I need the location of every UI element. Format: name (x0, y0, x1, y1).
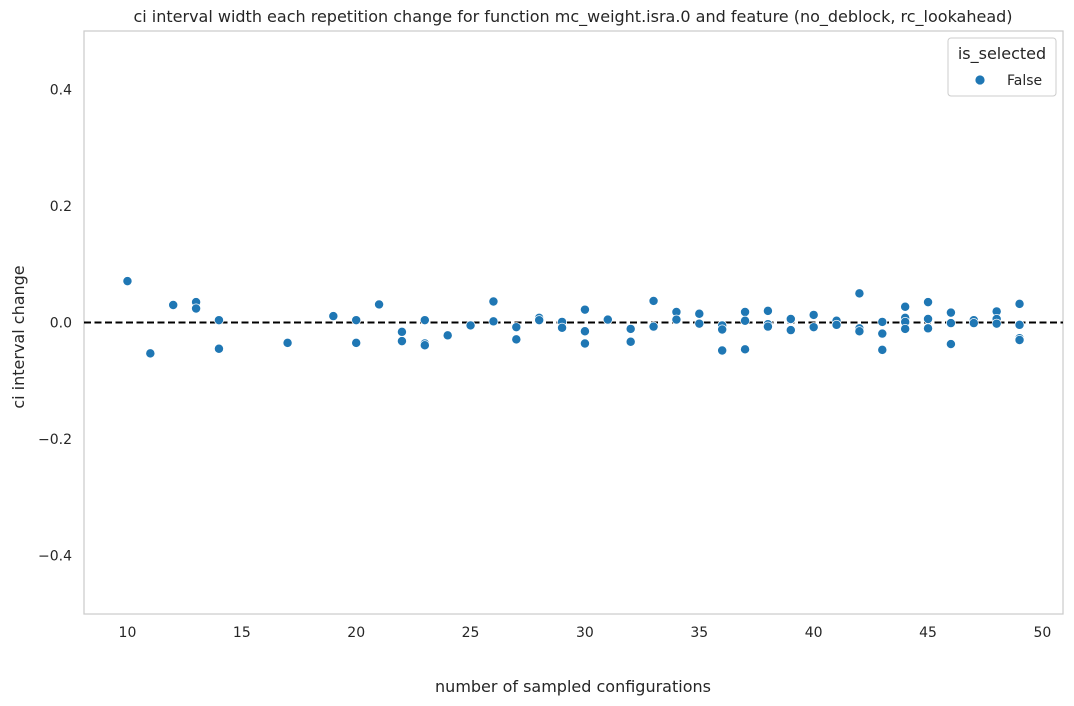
x-tick-label: 25 (462, 625, 480, 641)
y-tick-label: 0.0 (50, 316, 72, 332)
data-point (694, 318, 705, 329)
data-point (808, 322, 819, 333)
data-point (808, 309, 819, 320)
x-axis-ticks: 10 15 20 25 30 35 40 45 50 (119, 625, 1052, 641)
data-point (945, 307, 956, 318)
y-tick-label: 0.2 (50, 199, 72, 215)
x-tick-label: 30 (576, 625, 594, 641)
data-point (1014, 298, 1025, 309)
data-point (213, 315, 224, 326)
data-point (145, 348, 156, 359)
data-point (923, 297, 934, 308)
data-point (328, 311, 339, 322)
x-tick-label: 20 (347, 625, 365, 641)
legend-marker (974, 74, 986, 86)
data-point (740, 344, 751, 355)
legend-label: False (1007, 73, 1042, 89)
y-tick-label: −0.4 (38, 549, 72, 565)
data-point (396, 326, 407, 337)
x-tick-label: 10 (119, 625, 137, 641)
data-point (625, 323, 636, 334)
data-point (511, 322, 522, 333)
x-tick-label: 35 (690, 625, 708, 641)
data-point (877, 328, 888, 339)
data-point (785, 314, 796, 324)
x-tick-label: 45 (919, 625, 937, 641)
data-point (648, 295, 659, 306)
data-point (762, 321, 773, 332)
data-point (1014, 319, 1025, 330)
data-point (648, 321, 659, 332)
data-point (534, 315, 545, 326)
data-point (579, 338, 590, 349)
data-point (122, 276, 133, 287)
data-point (945, 318, 956, 329)
data-point (945, 339, 956, 350)
data-point (557, 322, 568, 333)
chart-title: ci interval width each repetition change… (133, 7, 1012, 27)
legend-title: is_selected (958, 44, 1046, 64)
x-tick-label: 40 (805, 625, 823, 641)
legend: is_selected False (947, 37, 1057, 97)
data-points (122, 276, 1025, 359)
x-axis-label: number of sampled configurations (435, 677, 711, 696)
y-axis-ticks: 0.4 0.2 0.0 −0.2 −0.4 (38, 82, 72, 564)
data-point (213, 343, 224, 354)
data-point (488, 296, 499, 307)
data-point (991, 318, 1002, 329)
data-point (900, 323, 911, 334)
data-point (923, 314, 934, 324)
data-point (191, 303, 202, 314)
x-tick-label: 15 (233, 625, 251, 641)
data-point (717, 324, 728, 335)
data-point (900, 301, 911, 312)
data-point (762, 305, 773, 316)
data-point (854, 326, 865, 337)
data-point (694, 308, 705, 319)
data-point (625, 336, 636, 347)
data-point (579, 326, 590, 337)
data-point (465, 320, 476, 331)
data-point (831, 319, 842, 330)
data-point (854, 288, 865, 299)
data-point (282, 337, 293, 348)
data-point (419, 340, 430, 351)
data-point (602, 314, 613, 325)
data-point (351, 315, 362, 326)
data-point (740, 315, 751, 326)
data-point (671, 314, 682, 325)
x-tick-label: 50 (1033, 625, 1051, 641)
data-point (877, 316, 888, 327)
data-point (923, 323, 934, 334)
y-tick-label: 0.4 (50, 82, 72, 98)
data-point (396, 336, 407, 347)
data-point (488, 316, 499, 327)
data-point (351, 337, 362, 348)
y-axis-label: ci interval change (9, 265, 28, 408)
data-point (168, 300, 179, 310)
data-point (442, 330, 453, 341)
data-point (1014, 335, 1025, 345)
data-point (968, 318, 979, 329)
data-point (877, 344, 888, 355)
data-point (785, 325, 796, 336)
data-point (717, 345, 728, 356)
data-point (740, 307, 751, 317)
y-tick-label: −0.2 (38, 432, 72, 448)
data-point (374, 299, 385, 310)
data-point (419, 315, 430, 326)
data-point (579, 304, 590, 315)
data-point (511, 334, 522, 345)
